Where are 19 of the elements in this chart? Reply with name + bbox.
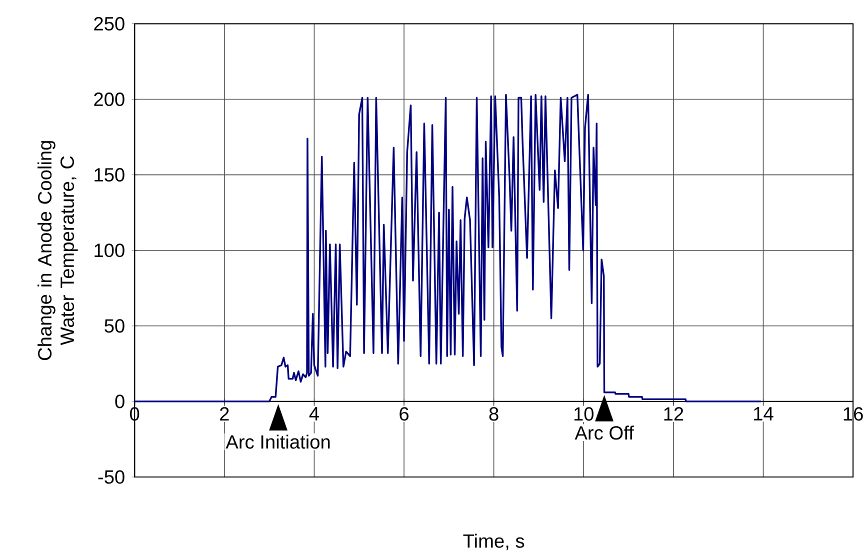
annotation: Arc Off <box>574 425 634 440</box>
x-tick-label: 14 <box>754 406 774 420</box>
y-tick-label: 100 <box>94 243 124 257</box>
y-tick-label: 0 <box>115 394 124 408</box>
x-axis-title: Time, s <box>463 534 524 550</box>
x-tick-label: 4 <box>309 406 319 420</box>
x-tick-label: 6 <box>400 406 409 420</box>
annotation: Arc Initiation <box>226 434 330 449</box>
x-tick-label: 8 <box>489 406 498 420</box>
x-tick-label: 10 <box>574 406 594 420</box>
y-tick-label: 250 <box>94 16 124 30</box>
line-series <box>134 94 762 402</box>
x-tick-label: 2 <box>220 406 229 420</box>
y-tick-label: 50 <box>104 318 124 332</box>
y-tick-label: -50 <box>98 470 124 484</box>
y-tick-label: 150 <box>94 168 124 182</box>
x-tick-label: 12 <box>664 406 684 420</box>
y-axis-title: Change in Anode Cooling Water Temperature, C <box>38 140 78 360</box>
y-tick-label: 200 <box>94 92 124 106</box>
